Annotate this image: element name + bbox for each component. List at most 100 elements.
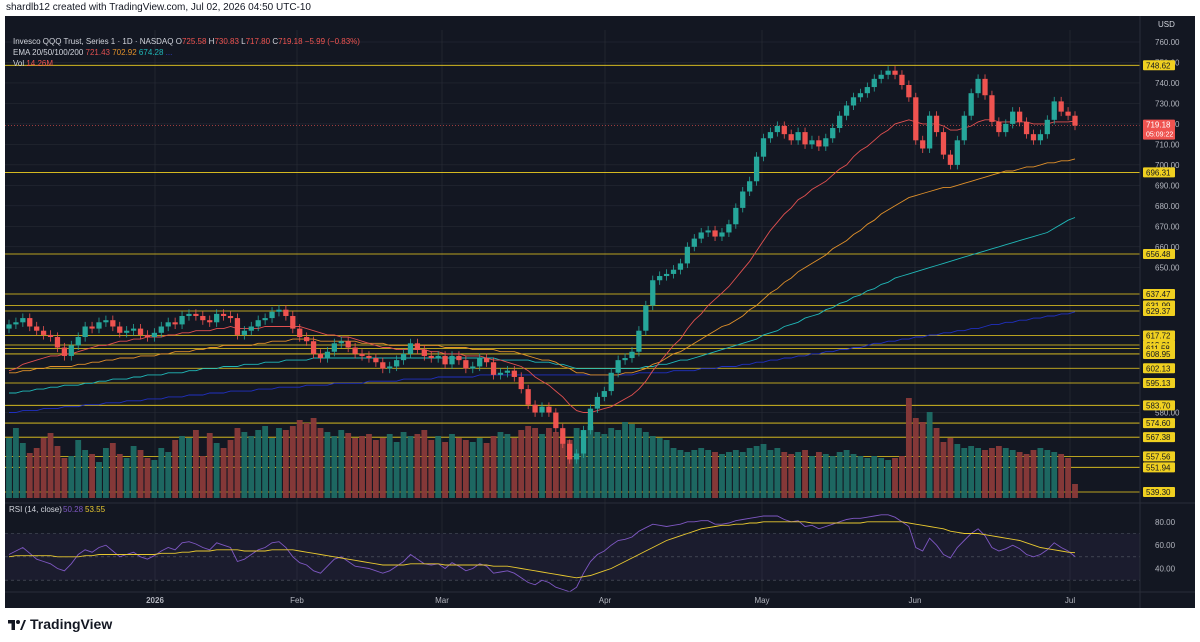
candle-body <box>290 315 296 329</box>
candle-body <box>200 315 206 321</box>
candle-body <box>82 326 88 338</box>
rsi-tick-label: 60.00 <box>1155 541 1176 550</box>
candle-body <box>255 320 261 327</box>
candle-body <box>352 347 358 354</box>
volume-bar <box>809 456 815 498</box>
level-label-text: 595.13 <box>1146 379 1171 388</box>
chart-area[interactable]: RSI (14, close) 50.28 53.55 80.00 60.00 40.00… <box>5 16 1195 608</box>
last-price-text: 719.18 <box>1146 121 1171 130</box>
volume-bar <box>442 442 448 498</box>
volume-bar <box>206 433 213 498</box>
level-label-text: 583.70 <box>1146 401 1171 410</box>
candle-body <box>193 313 199 316</box>
volume-bar <box>608 428 615 498</box>
candle-body <box>643 305 649 331</box>
volume-bar <box>663 440 670 498</box>
last-price-countdown: 05:09:22 <box>1146 132 1173 139</box>
rsi-ma-line <box>8 521 1076 579</box>
candle-body <box>110 320 116 327</box>
candle-body <box>546 406 552 413</box>
volume-bar <box>622 422 628 498</box>
candle-body <box>165 322 171 327</box>
ema-lines <box>8 119 1076 413</box>
ema200-value: ... <box>165 48 173 57</box>
volume-bar <box>933 428 940 498</box>
candle-body <box>477 358 483 367</box>
volume-bar <box>255 430 262 498</box>
volume-bar <box>559 438 566 498</box>
volume-bar <box>61 458 68 498</box>
close-label: C <box>272 37 279 46</box>
volume-bar <box>338 430 345 498</box>
price-tick-label: 700.00 <box>1155 161 1180 170</box>
open-value: 725.58 <box>181 37 207 46</box>
candle-body <box>1003 123 1009 133</box>
candle-body <box>13 322 19 325</box>
volume-bar <box>103 448 109 498</box>
volume-bars <box>6 398 1078 498</box>
legend-volume-row: Vol 14.26M <box>13 58 360 69</box>
volume-bar <box>40 438 47 498</box>
volume-bar <box>989 448 995 498</box>
candle-body <box>27 318 33 327</box>
candle-body <box>75 337 81 346</box>
candle-body <box>663 273 670 277</box>
level-label-text: 617.72 <box>1146 332 1171 341</box>
candle-body <box>241 330 247 335</box>
open-label: O <box>175 37 182 46</box>
candle-body <box>878 74 884 79</box>
volume-bar <box>13 428 19 498</box>
candle-body <box>830 128 836 139</box>
volume-bar <box>905 398 912 498</box>
volume-bar <box>1065 458 1071 498</box>
change-value: −5.99 (−0.83%) <box>304 37 360 46</box>
candle-body <box>1051 101 1057 120</box>
volume-bar <box>892 458 898 498</box>
volume-bar <box>518 430 525 498</box>
volume-bar <box>158 448 165 498</box>
volume-bar <box>359 436 365 498</box>
volume-bar <box>123 458 130 498</box>
volume-bar <box>1058 454 1065 498</box>
volume-bar <box>186 438 192 498</box>
candle-body <box>947 154 954 165</box>
candle-body <box>304 337 310 342</box>
volume-bar <box>490 436 497 498</box>
candle-body <box>636 330 642 352</box>
candle-body <box>698 232 704 239</box>
volume-bar <box>282 430 289 498</box>
volume-bar <box>116 454 123 498</box>
candle-body <box>996 121 1002 133</box>
time-tick-label: Jul <box>1065 596 1075 605</box>
candle-body <box>816 140 822 147</box>
volume-bar <box>947 438 954 498</box>
volume-bar <box>684 452 691 498</box>
candle-body <box>1058 101 1064 112</box>
volume-bar <box>192 430 199 498</box>
level-label-box <box>1143 249 1175 259</box>
volume-bar <box>179 436 185 498</box>
candle-body <box>781 125 787 135</box>
volume-bar <box>857 456 864 498</box>
candle-body <box>843 105 850 116</box>
candle-body <box>400 353 407 361</box>
level-label-box <box>1143 418 1175 429</box>
price-tick-label: 760.00 <box>1155 38 1180 47</box>
volume-bar <box>220 448 227 498</box>
volume-bar <box>912 418 919 498</box>
candle-body <box>913 97 919 141</box>
candle-body <box>747 181 753 192</box>
volume-bar <box>54 446 61 498</box>
volume-bar <box>822 454 829 498</box>
candle-body <box>89 326 95 329</box>
volume-bar <box>96 462 102 498</box>
volume-bar <box>296 420 303 498</box>
candle-body <box>823 138 829 147</box>
volume-bar <box>68 456 75 498</box>
price-tick-label: 650.00 <box>1155 264 1180 273</box>
rsi-label: RSI (14, close) <box>9 505 62 514</box>
ema100-line <box>9 217 1076 394</box>
volume-bar <box>850 454 857 498</box>
volume-bar <box>698 448 705 498</box>
